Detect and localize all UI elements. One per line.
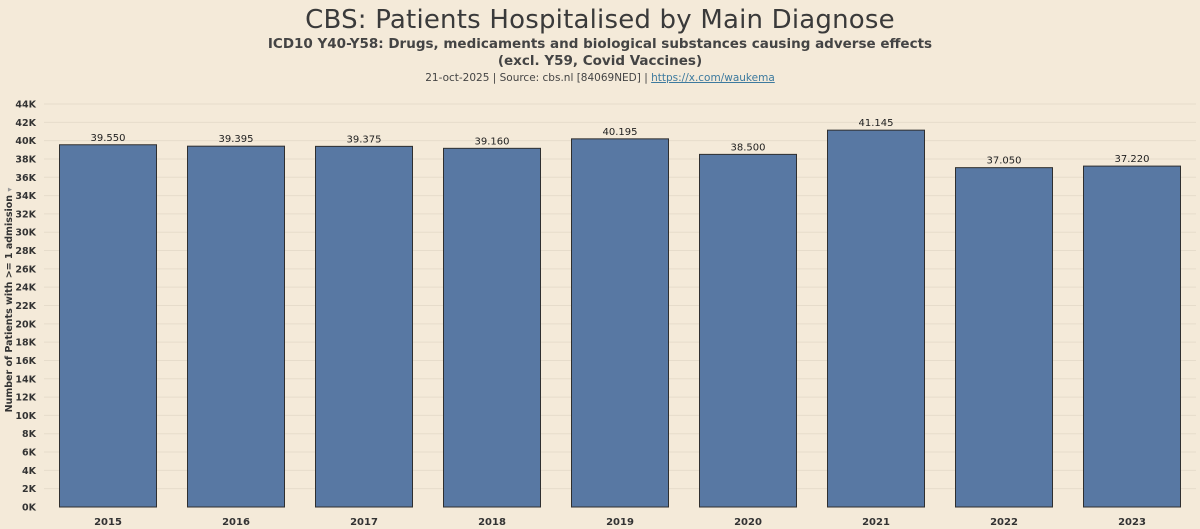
x-tick-label: 2022 <box>990 517 1018 528</box>
bar-2018 <box>443 147 541 508</box>
bar-2023 <box>1083 165 1181 508</box>
data-label-2015: 39.550 <box>91 133 126 144</box>
data-labels: 39.550 39.395 39.375 39.160 40.195 38.500 41.1… <box>91 118 1150 167</box>
y-tick-label: 2K <box>22 484 37 495</box>
y-tick-label: 34K <box>15 191 36 202</box>
data-label-2016: 39.395 <box>219 134 254 145</box>
x-tick-label: 2015 <box>94 517 122 528</box>
x-tick-label: 2023 <box>1118 517 1146 528</box>
y-tick-label: 20K <box>15 319 36 330</box>
y-tick-label: 40K <box>15 136 36 147</box>
y-tick-label: 22K <box>15 301 36 312</box>
y-tick-label: 38K <box>15 154 36 165</box>
bar-2017 <box>315 145 413 508</box>
chart-title: CBS: Patients Hospitalised by Main Diagn… <box>305 5 895 35</box>
chart-subtitle-line1: ICD10 Y40-Y58: Drugs, medicaments and bi… <box>267 36 933 52</box>
bar-2016 <box>187 145 285 508</box>
data-label-2023: 37.220 <box>1115 154 1150 165</box>
y-tick-label: 32K <box>15 209 36 220</box>
y-tick-label: 10K <box>15 411 36 422</box>
y-tick-label: 8K <box>22 429 37 440</box>
y-tick-label: 42K <box>15 118 36 129</box>
y-axis-label-text: Number of Patients with >= 1 admission <box>4 195 15 413</box>
x-axis-ticks: 2015 2016 2017 2018 2019 2020 2021 2022 2023 <box>94 517 1146 528</box>
y-axis-label-marker: ▾ <box>5 188 14 192</box>
source-link[interactable]: https://x.com/waukema <box>651 72 775 84</box>
x-tick-label: 2019 <box>606 517 634 528</box>
data-label-2019: 40.195 <box>603 127 638 138</box>
source-line: 21-oct-2025 | Source: cbs.nl [84069NED] … <box>0 71 1200 86</box>
data-label-2018: 39.160 <box>475 136 510 147</box>
y-tick-label: 16K <box>15 356 36 367</box>
source-text: 21-oct-2025 | Source: cbs.nl [84069NED] … <box>425 72 648 84</box>
bar-2020 <box>699 153 797 508</box>
y-axis-label: Number of Patients with >= 1 admission ▾ <box>4 188 15 413</box>
y-tick-label: 28K <box>15 246 36 257</box>
data-label-2020: 38.500 <box>731 142 766 153</box>
y-tick-label: 44K <box>15 100 36 111</box>
chart-header: CBS: Patients Hospitalised by Main Diagn… <box>0 0 1200 86</box>
bar-2022 <box>955 167 1053 508</box>
bars <box>59 129 1181 508</box>
x-tick-label: 2017 <box>350 517 378 528</box>
y-tick-label: 30K <box>15 228 36 239</box>
x-tick-label: 2021 <box>862 517 890 528</box>
y-axis-ticks: 0K 2K 4K 6K 8K 10K 12K 14K 16K 18K 20K 22K 24K 26K 28K… <box>15 100 36 514</box>
y-tick-label: 0K <box>22 503 37 514</box>
data-label-2021: 41.145 <box>859 118 894 129</box>
data-label-2017: 39.375 <box>347 134 382 145</box>
bar-2021 <box>827 129 925 508</box>
x-tick-label: 2018 <box>478 517 506 528</box>
y-tick-label: 14K <box>15 374 36 385</box>
x-tick-label: 2020 <box>734 517 762 528</box>
y-tick-label: 6K <box>22 448 37 459</box>
y-tick-label: 36K <box>15 173 36 184</box>
y-tick-label: 24K <box>15 283 36 294</box>
bar-2015 <box>59 144 157 508</box>
chart-subtitle-line2: (excl. Y59, Covid Vaccines) <box>497 53 703 69</box>
y-tick-label: 4K <box>22 466 37 477</box>
y-tick-label: 18K <box>15 338 36 349</box>
y-tick-label: 12K <box>15 393 36 404</box>
data-label-2022: 37.050 <box>987 156 1022 167</box>
y-tick-label: 26K <box>15 264 36 275</box>
bar-2019 <box>571 138 669 508</box>
x-tick-label: 2016 <box>222 517 250 528</box>
